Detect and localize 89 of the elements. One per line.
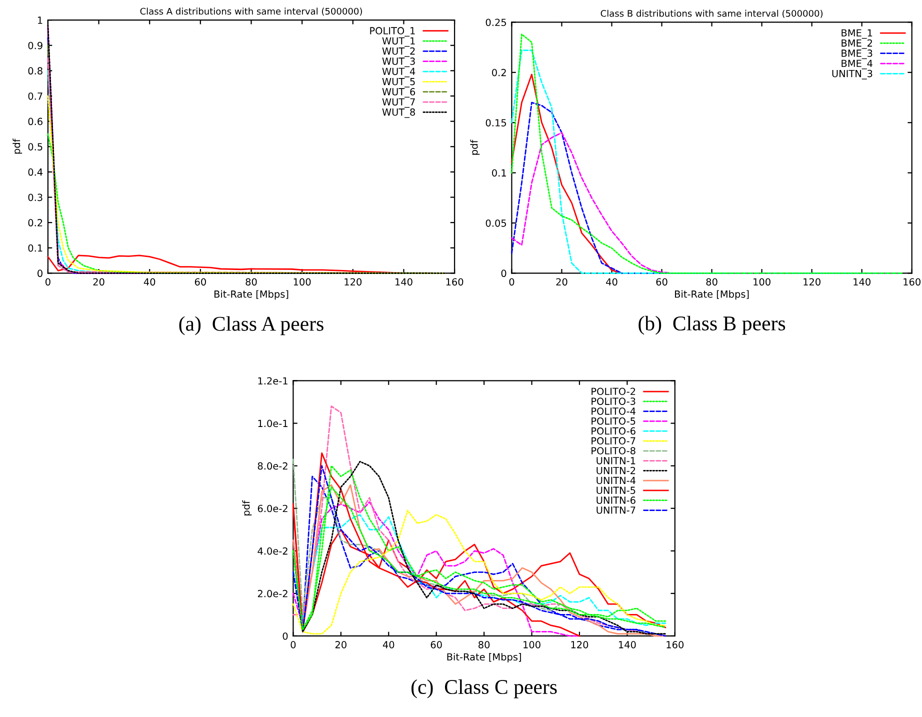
legend-label: WUT_1 xyxy=(382,37,415,47)
y-axis-title: pdf xyxy=(470,140,480,155)
y-tick-label: 0.6 xyxy=(28,118,42,126)
y-tick-label: 2.0e-2 xyxy=(258,590,288,598)
legend-label: UNITN-4 xyxy=(596,476,636,484)
x-tick-label: 60 xyxy=(194,278,206,286)
x-tick-label: 160 xyxy=(446,278,464,286)
x-tick-label: 140 xyxy=(396,278,412,286)
x-tick-label: 80 xyxy=(478,641,490,648)
x-tick-label: 140 xyxy=(854,278,870,286)
y-tick-label: 0.3 xyxy=(28,194,42,202)
chart-title: Class A distributions with same interval (500000) xyxy=(140,8,362,16)
legend-label: UNITN_3 xyxy=(832,70,872,80)
x-tick-label: 120 xyxy=(344,278,362,286)
legend-label: BME_1 xyxy=(842,29,872,39)
x-tick-label: 100 xyxy=(524,641,540,648)
legend-label: POLITO-8 xyxy=(592,447,636,454)
x-axis-title: Bit-Rate [Mbps] xyxy=(447,653,521,662)
legend-label: POLITO-6 xyxy=(592,427,636,435)
y-tick-label: 0.1 xyxy=(492,169,506,177)
y-tick-label: 0 xyxy=(282,632,288,640)
legend-label: POLITO-5 xyxy=(592,417,636,425)
legend-label: BME_2 xyxy=(842,39,872,49)
text: (a) Class A peers xyxy=(179,316,324,336)
legend-label: POLITO-7 xyxy=(592,437,636,445)
y-tick-label: 0 xyxy=(501,270,506,278)
legend-label: POLITO-3 xyxy=(592,398,636,405)
x-tick-label: 0 xyxy=(45,278,50,286)
legend-label: WUT_6 xyxy=(382,88,416,98)
legend-label: UNITN-2 xyxy=(596,466,636,474)
x-tick-label: 160 xyxy=(666,641,684,648)
x-tick-label: 40 xyxy=(144,278,156,286)
y-tick-label: 1.0e-1 xyxy=(258,420,288,428)
y-tick-label: 0.05 xyxy=(486,219,506,227)
legend-label: UNITN-6 xyxy=(596,496,636,504)
legend-label: BME_3 xyxy=(842,50,872,60)
y-tick-label: 0.7 xyxy=(28,92,42,100)
legend-label: POLITO_1 xyxy=(370,27,415,37)
legend-label: WUT_5 xyxy=(382,78,415,88)
x-tick-label: 60 xyxy=(656,278,668,286)
legend-label: BME_4 xyxy=(842,60,872,70)
x-tick-label: 20 xyxy=(93,278,104,286)
x-tick-label: 160 xyxy=(904,278,920,286)
y-tick-label: 0.25 xyxy=(486,18,506,26)
x-tick-label: 120 xyxy=(571,641,588,648)
y-tick-label: 0.15 xyxy=(486,119,506,126)
legend-label: POLITO-2 xyxy=(592,388,636,396)
x-tick-label: 120 xyxy=(804,278,820,286)
text: (b) Class B peers xyxy=(638,316,786,335)
y-tick-label: 1 xyxy=(38,16,42,24)
legend-label: UNITN-5 xyxy=(596,486,636,494)
y-tick-label: 6.0e-2 xyxy=(258,504,288,512)
y-axis-title: pdf xyxy=(12,138,22,154)
x-tick-label: 80 xyxy=(706,278,718,286)
text: (c) Class C peers xyxy=(411,679,557,698)
y-tick-label: 0.5 xyxy=(28,143,42,150)
y-tick-label: 0.1 xyxy=(28,244,42,252)
legend-label: WUT_7 xyxy=(382,98,415,108)
x-axis-title: Bit-Rate [Mbps] xyxy=(214,290,288,300)
y-tick-label: 0.2 xyxy=(28,219,42,226)
x-tick-label: 20 xyxy=(556,278,568,286)
x-axis-title: Bit-Rate [Mbps] xyxy=(675,290,749,300)
y-tick-label: 0.2 xyxy=(492,68,506,76)
x-tick-label: 0 xyxy=(509,278,514,286)
legend-label: WUT_3 xyxy=(382,58,415,68)
legend-label: WUT_4 xyxy=(382,68,416,78)
y-tick-label: 0.9 xyxy=(28,42,42,50)
y-tick-label: 4.0e-2 xyxy=(258,547,288,555)
y-tick-label: 0 xyxy=(38,270,42,278)
x-tick-label: 80 xyxy=(246,278,257,286)
legend-label: WUT_8 xyxy=(382,108,415,118)
x-tick-label: 40 xyxy=(382,641,394,648)
x-tick-label: 20 xyxy=(335,641,346,648)
legend-label: UNITN-7 xyxy=(596,506,636,514)
legend-label: POLITO-4 xyxy=(592,407,636,415)
x-tick-label: 60 xyxy=(430,641,442,648)
legend-label: UNITN-1 xyxy=(596,457,636,464)
x-tick-label: 40 xyxy=(606,278,618,286)
y-tick-label: 0.8 xyxy=(28,67,42,75)
y-tick-label: 1.2e-1 xyxy=(258,377,288,385)
legend-label: WUT_2 xyxy=(382,47,415,57)
x-tick-label: 140 xyxy=(618,641,636,648)
y-tick-label: 0.4 xyxy=(28,168,43,176)
y-tick-label: 8.0e-2 xyxy=(258,462,288,470)
x-tick-label: 100 xyxy=(754,278,770,286)
chart-title: Class B distributions with same interval (500000) xyxy=(600,10,822,18)
x-tick-label: 100 xyxy=(294,278,311,286)
x-tick-label: 0 xyxy=(290,641,296,648)
y-axis-title: pdf xyxy=(242,500,252,516)
